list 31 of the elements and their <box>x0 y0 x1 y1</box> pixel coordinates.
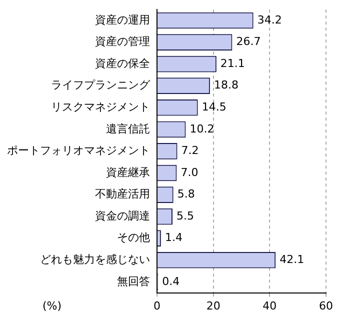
data-label: 18.8 <box>214 78 238 92</box>
data-label: 5.8 <box>177 188 195 201</box>
data-label: 21.1 <box>220 56 245 70</box>
x-tick-label: 60 <box>319 299 333 312</box>
data-label: 14.5 <box>202 100 226 114</box>
data-label: 0.4 <box>162 274 180 288</box>
data-label: 1.4 <box>164 231 182 244</box>
y-tick-label: ポートフォリオマネジメント <box>7 144 150 158</box>
data-label: 7.0 <box>180 166 198 179</box>
y-tick-label: 無回答 <box>117 274 150 288</box>
y-tick-label: 資産の運用 <box>95 13 150 26</box>
y-tick-label: ライフプランニング <box>51 78 151 92</box>
y-tick-label: 資産継承 <box>106 166 150 179</box>
y-tick-label: 遺言信託 <box>106 122 150 136</box>
y-tick-label: どれも魅力を感じない <box>40 252 150 266</box>
x-tick-label: 20 <box>206 299 220 312</box>
y-tick-label: リスクマネジメント <box>51 100 150 114</box>
y-tick-label: その他 <box>117 231 150 244</box>
y-tick-label: 資金の調達 <box>95 209 150 222</box>
x-tick-label: 0 <box>154 299 160 312</box>
y-tick-label: 不動産活用 <box>95 188 150 201</box>
data-label: 34.2 <box>257 13 282 26</box>
x-axis-title: (%) <box>42 300 62 313</box>
data-label: 26.7 <box>236 35 261 48</box>
data-label: 7.2 <box>181 144 199 158</box>
x-tick-label: 40 <box>262 299 277 312</box>
y-tick-label: 資産の管理 <box>95 35 150 48</box>
y-tick-label: 資産の保全 <box>95 56 150 70</box>
data-label: 42.1 <box>280 252 304 266</box>
data-label: 5.5 <box>176 209 194 222</box>
data-label: 10.2 <box>190 122 214 136</box>
